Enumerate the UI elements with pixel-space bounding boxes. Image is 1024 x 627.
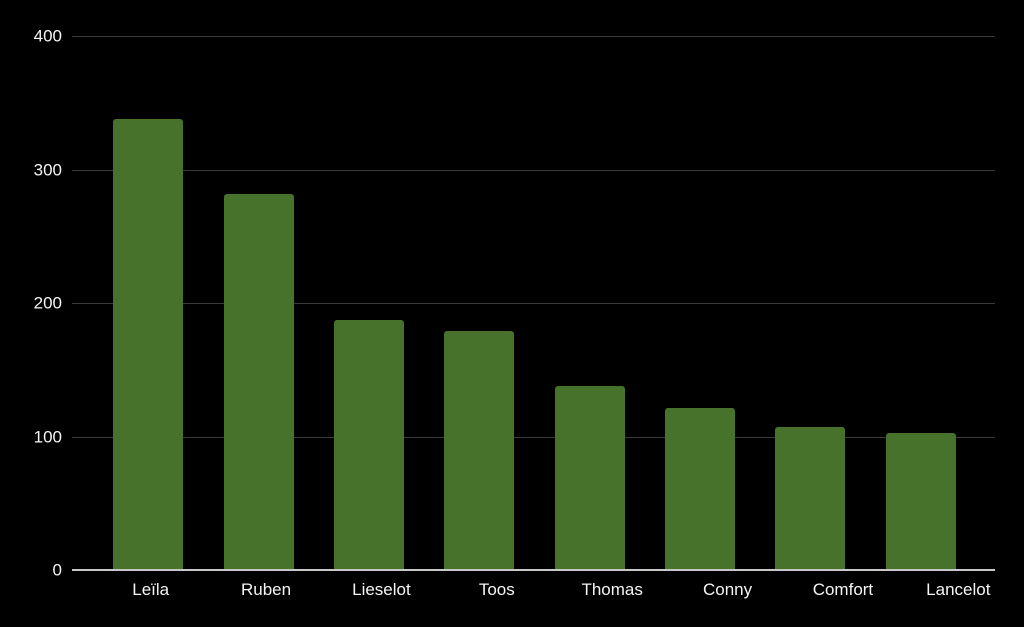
x-axis: Leïla Ruben Lieselot Toos Thomas Conny Comfort… — [72, 580, 1024, 600]
bar — [775, 427, 846, 570]
y-tick-label: 300 — [33, 160, 62, 179]
bar — [665, 408, 736, 570]
x-tick-label: Comfort — [812, 580, 874, 599]
gridline — [72, 36, 995, 37]
bar — [444, 331, 515, 570]
x-tick-label: Leïla — [132, 580, 170, 599]
bar-band — [866, 36, 976, 570]
plot-area — [72, 36, 995, 571]
x-tick-label: Toos — [478, 580, 515, 599]
gridline — [72, 169, 995, 171]
y-tick-label: 400 — [33, 26, 62, 46]
y-axis: 0 100 200 300 400 — [0, 28, 62, 579]
y-tick-label: 0 — [52, 560, 62, 580]
bar-band — [93, 36, 203, 570]
x-tick-label: Lieselot — [352, 580, 411, 599]
bar — [885, 432, 956, 570]
x-tick-label: Ruben — [241, 580, 292, 599]
x-tick-label: Conny — [702, 580, 753, 599]
y-tick-label: 100 — [33, 427, 62, 446]
gridline — [72, 303, 995, 304]
bar-band — [535, 36, 645, 570]
x-tick-label: Lancelot — [926, 580, 991, 599]
bar — [113, 118, 184, 570]
bar — [223, 193, 294, 570]
x-tick-label: Thomas — [581, 580, 643, 599]
y-tick-label: 200 — [33, 293, 62, 313]
bar-band — [424, 36, 534, 570]
bar-band — [203, 36, 313, 570]
bar-band — [645, 36, 755, 570]
bar-band — [755, 36, 865, 570]
bar-band — [314, 36, 424, 570]
gridline — [72, 436, 995, 438]
bar — [333, 320, 404, 570]
bars-container — [72, 36, 995, 570]
bar — [554, 385, 625, 570]
x-axis-line — [72, 569, 995, 571]
